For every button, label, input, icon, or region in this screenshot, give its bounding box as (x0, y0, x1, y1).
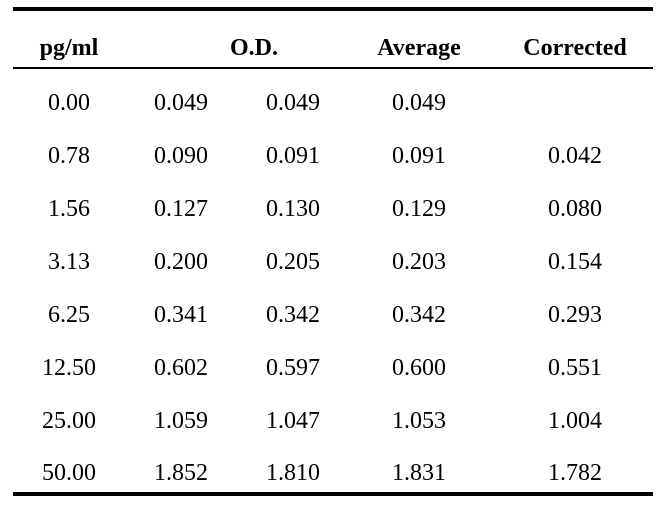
od-table: pg/ml O.D. Average Corrected 0.00 0.049 … (13, 7, 653, 499)
table-row: 25.00 1.059 1.047 1.053 1.004 (42, 408, 602, 434)
table-row: 12.50 0.602 0.597 0.600 0.551 (42, 355, 602, 381)
table-row: 0.00 0.049 0.049 0.049 (48, 90, 446, 116)
top-rule (13, 7, 653, 11)
table-row: 0.78 0.090 0.091 0.091 0.042 (48, 143, 602, 169)
table-row: 6.25 0.341 0.342 0.342 0.293 (48, 302, 602, 328)
header-rule (13, 67, 653, 69)
bottom-rule (13, 492, 653, 496)
table-row: 1.56 0.127 0.130 0.129 0.080 (48, 196, 602, 222)
table-row: 50.00 1.852 1.810 1.831 1.782 (42, 460, 602, 486)
table-row: 3.13 0.200 0.205 0.203 0.154 (48, 249, 602, 275)
